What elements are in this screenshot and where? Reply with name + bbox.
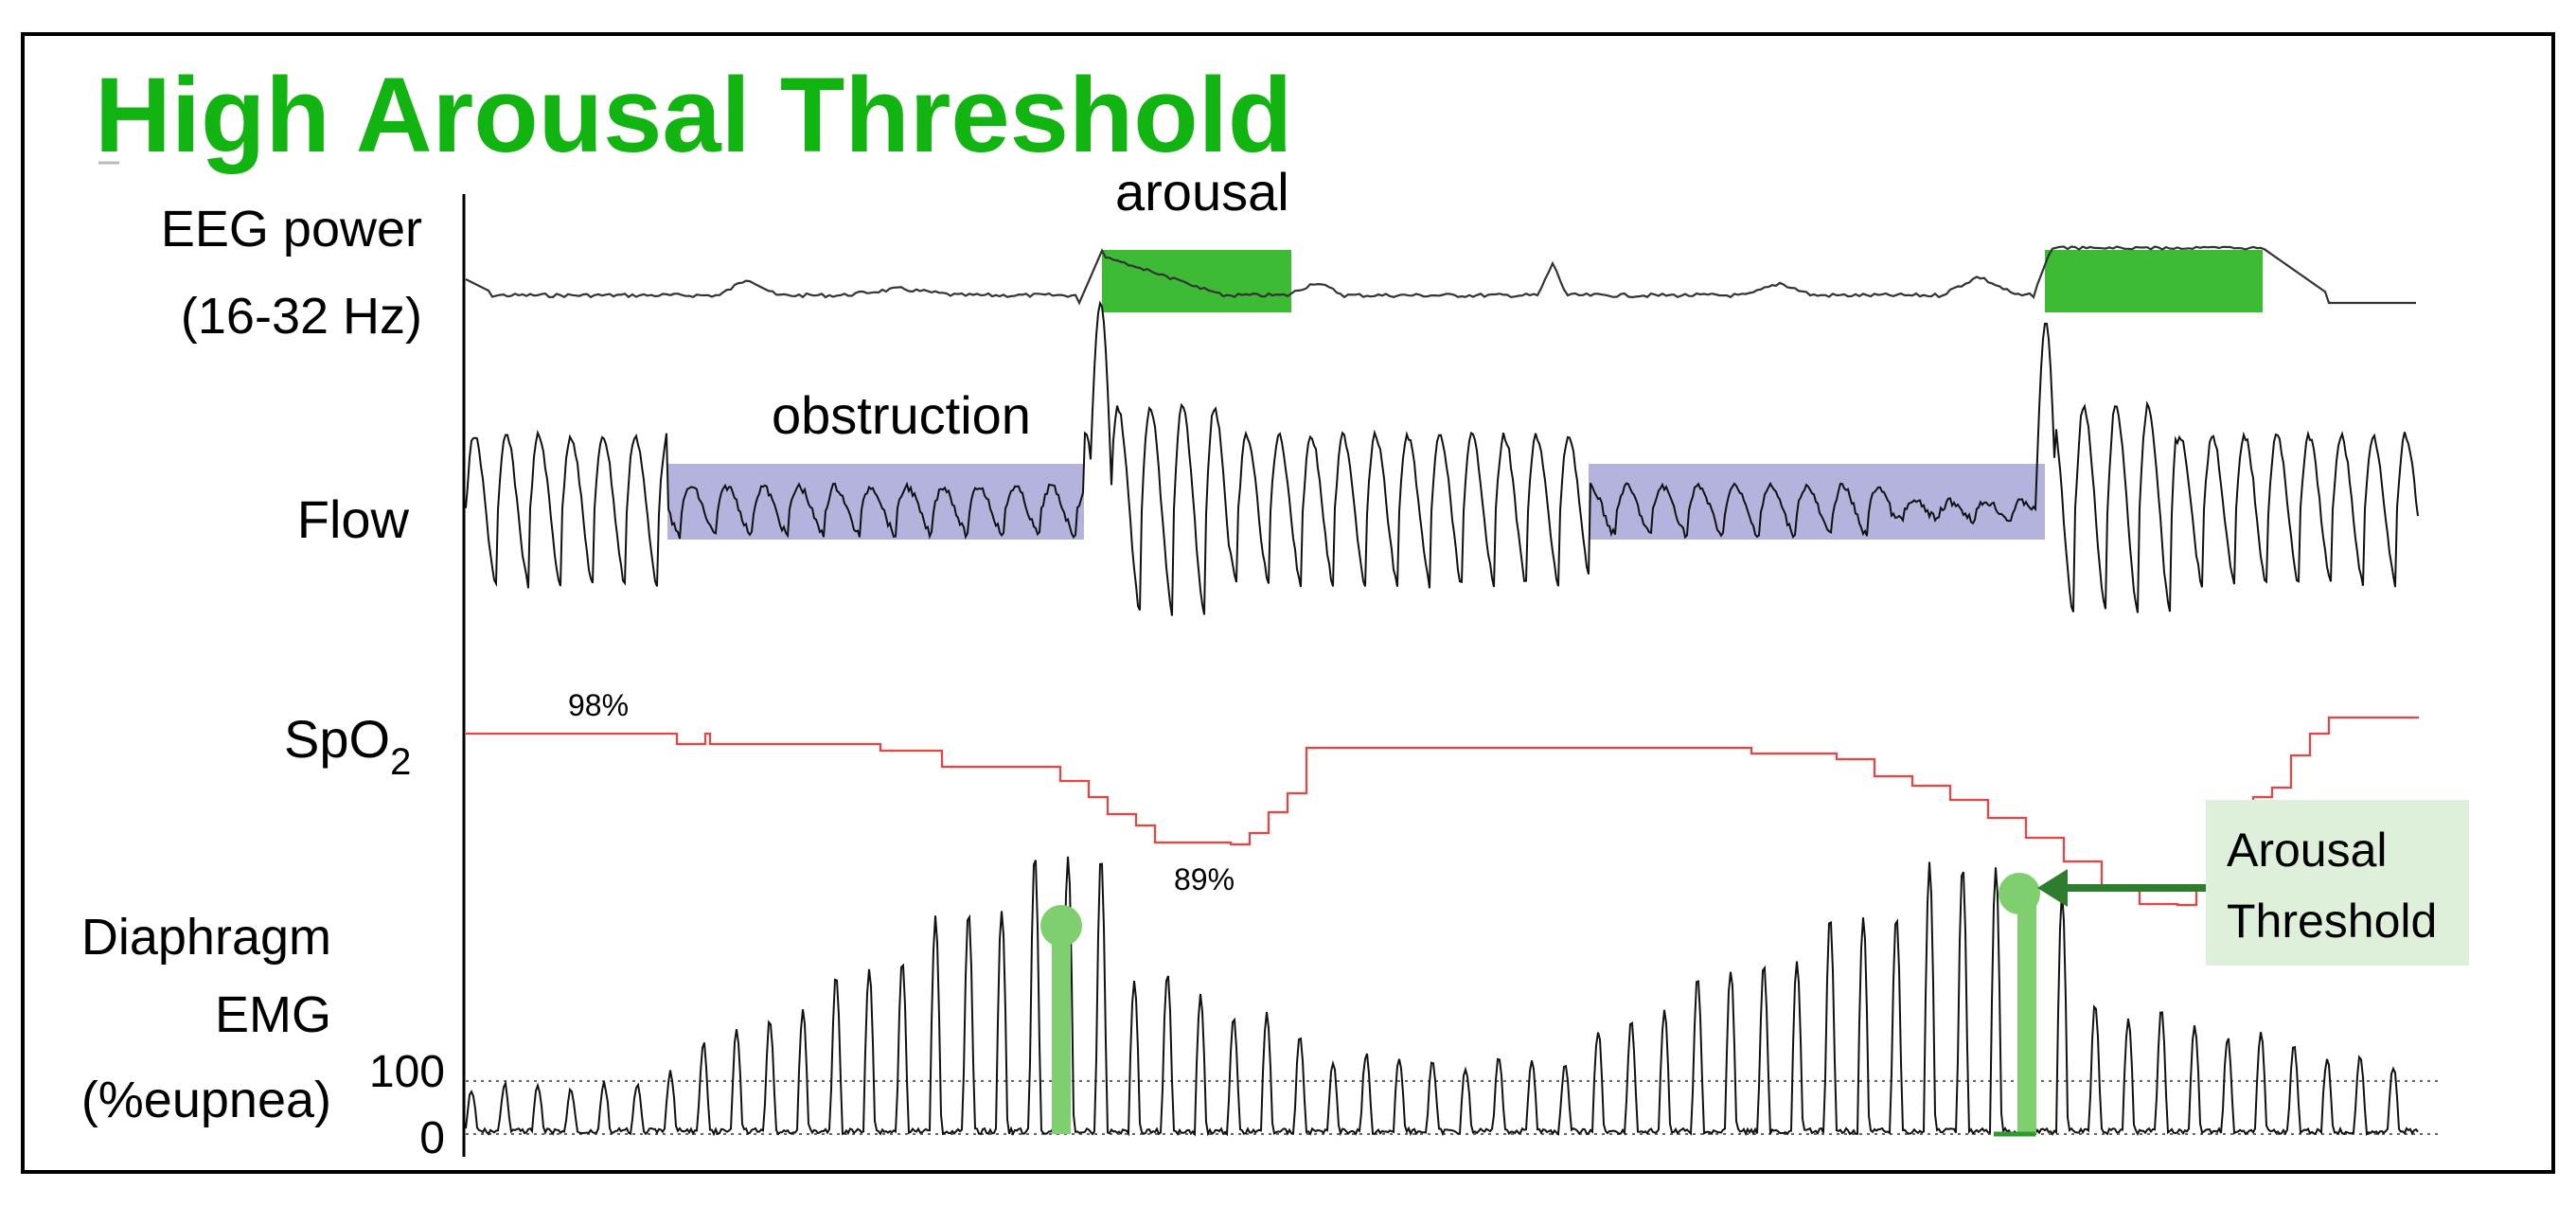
figure-frame bbox=[21, 32, 2555, 1174]
threshold-arrowhead bbox=[2037, 869, 2068, 907]
flow-label: Flow bbox=[297, 489, 410, 549]
arousal-annotation: arousal bbox=[1115, 162, 1289, 222]
spo2-label-base: SpO bbox=[284, 709, 390, 769]
emg-label-line1: Diaphragm bbox=[81, 909, 331, 966]
flow-trace bbox=[465, 300, 2419, 616]
spo2-low-annotation: 89% bbox=[1174, 862, 1235, 896]
arousal-box-2 bbox=[2045, 250, 2263, 312]
obstruction-annotation: obstruction bbox=[772, 385, 1031, 445]
emg-tick-0: 0 bbox=[419, 1113, 445, 1163]
eeg-label-line1: EEG power bbox=[161, 201, 422, 257]
eeg-label-line2: (16-32 Hz) bbox=[181, 288, 422, 345]
spo2-label-subscript: 2 bbox=[390, 741, 411, 783]
threshold-callout-line1: Arousal bbox=[2227, 824, 2388, 877]
spo2-label: SpO2 bbox=[284, 709, 411, 783]
emg-label-line3: (%eupnea) bbox=[81, 1072, 331, 1128]
threshold-callout-line2: Threshold bbox=[2227, 895, 2437, 948]
eeg-power-trace bbox=[465, 245, 2416, 306]
obstruction-box-1 bbox=[667, 464, 1084, 540]
threshold-marker-2 bbox=[1994, 873, 2040, 1137]
emg-label-line2: EMG bbox=[215, 986, 331, 1043]
threshold-callout-box bbox=[2206, 800, 2469, 966]
spo2-high-annotation: 98% bbox=[568, 688, 629, 722]
threshold-marker-1 bbox=[1040, 905, 1082, 1134]
arousal-box-1 bbox=[1102, 250, 1291, 312]
figure-title: High Arousal Threshold bbox=[95, 56, 1292, 174]
spo2-trace bbox=[466, 716, 2419, 907]
emg-tick-100: 100 bbox=[369, 1047, 445, 1097]
diaphragm-emg-trace bbox=[465, 856, 2419, 1138]
